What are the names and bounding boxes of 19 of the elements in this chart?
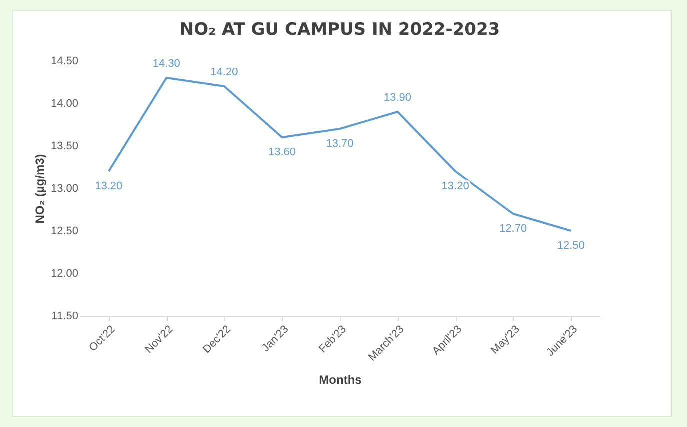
data-label: 12.70 bbox=[500, 223, 528, 235]
y-tick-label: 12.00 bbox=[50, 268, 78, 280]
y-tick-label: 14.00 bbox=[50, 98, 78, 110]
y-tick-label: 13.50 bbox=[50, 140, 78, 152]
y-tick-label: 13.00 bbox=[50, 183, 78, 195]
data-label: 14.30 bbox=[152, 58, 180, 70]
chart-title: NO₂ AT GU CAMPUS IN 2022-2023 bbox=[180, 20, 500, 40]
y-axis-title: NO₂ (µg/m3) bbox=[32, 154, 47, 224]
data-label: 13.90 bbox=[384, 92, 412, 104]
y-tick-label: 14.50 bbox=[50, 56, 78, 68]
data-label: 14.20 bbox=[210, 66, 238, 78]
data-label: 13.20 bbox=[442, 180, 470, 192]
data-label: 13.60 bbox=[268, 146, 296, 158]
data-label: 13.20 bbox=[95, 180, 123, 192]
x-axis-title: Months bbox=[319, 373, 362, 388]
data-label: 13.70 bbox=[326, 138, 354, 150]
data-label: 12.50 bbox=[557, 240, 585, 252]
y-tick-label: 12.50 bbox=[50, 226, 78, 238]
y-tick-label: 11.50 bbox=[52, 310, 78, 322]
